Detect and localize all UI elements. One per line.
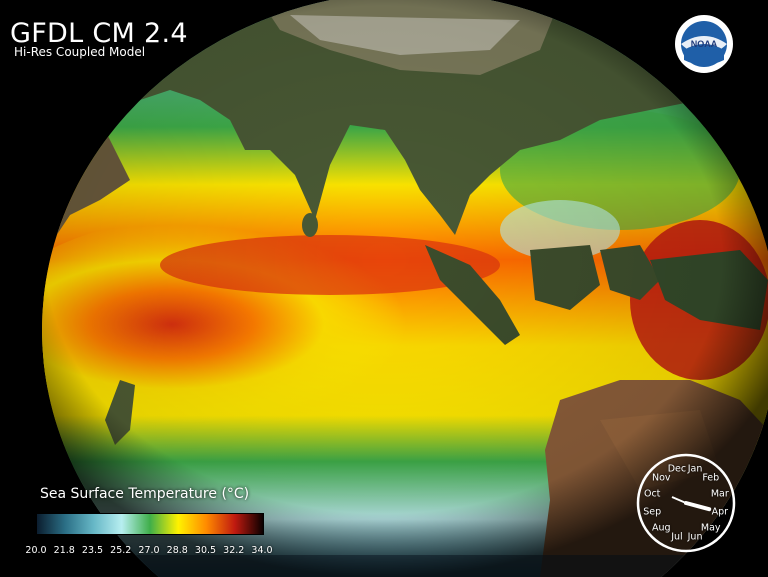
colorbar-tick-label: 32.2 <box>223 545 245 556</box>
page-title: GFDL CM 2.4 <box>10 18 188 49</box>
colorbar-title: Sea Surface Temperature (°C) <box>40 486 250 502</box>
clock-month-jul: Jul <box>671 531 683 543</box>
clock-month-jan: Jan <box>687 463 703 475</box>
colorbar-tick-label: 23.5 <box>81 545 104 556</box>
colorbar-tick-label: 34.0 <box>251 545 273 556</box>
clock-month-may: May <box>700 522 721 534</box>
clock-month-apr: Apr <box>711 506 729 518</box>
colorbar-tick-label: 21.8 <box>53 545 75 556</box>
month-clock <box>636 453 736 553</box>
clock-month-oct: Oct <box>643 488 661 500</box>
clock-month-jun: Jun <box>687 531 703 543</box>
page-subtitle: Hi-Res Coupled Model <box>14 45 146 59</box>
clock-month-nov: Nov <box>651 472 671 484</box>
clock-month-sep: Sep <box>643 506 662 518</box>
clock-month-aug: Aug <box>651 522 671 534</box>
colorbar <box>36 513 264 535</box>
colorbar-tick-label: 28.8 <box>166 545 188 556</box>
clock-month-dec: Dec <box>667 463 687 475</box>
colorbar-tick-label: 30.5 <box>194 545 217 556</box>
colorbar-tick-label: 25.2 <box>110 545 132 556</box>
clock-month-feb: Feb <box>702 472 720 484</box>
clock-hand <box>684 501 712 512</box>
colorbar-tick-label: 20.0 <box>25 545 47 556</box>
colorbar-tick-label: 27.0 <box>138 545 160 556</box>
clock-month-mar: Mar <box>710 488 729 500</box>
noaa-logo-icon: NOAA <box>675 15 733 73</box>
svg-text:NOAA: NOAA <box>691 39 718 49</box>
